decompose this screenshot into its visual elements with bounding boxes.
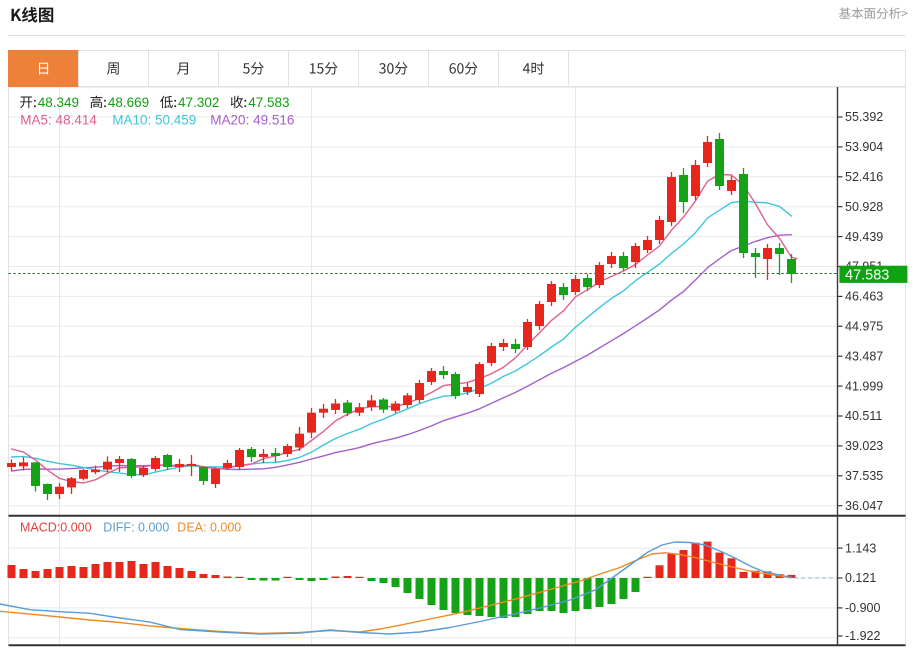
svg-text:44.975: 44.975 xyxy=(845,320,883,334)
svg-text:50.928: 50.928 xyxy=(845,200,883,214)
svg-text:48.669: 48.669 xyxy=(108,95,149,110)
svg-text:36.047: 36.047 xyxy=(845,499,883,513)
svg-text:41.999: 41.999 xyxy=(845,379,883,393)
svg-text:46.463: 46.463 xyxy=(845,290,883,304)
svg-text:1.143: 1.143 xyxy=(845,541,876,555)
svg-text:DIFF: 0.000: DIFF: 0.000 xyxy=(103,521,169,535)
svg-text:55.392: 55.392 xyxy=(845,110,883,124)
svg-text:MA5: 48.414: MA5: 48.414 xyxy=(20,113,97,128)
svg-text:43.487: 43.487 xyxy=(845,349,883,363)
svg-text:47.583: 47.583 xyxy=(845,268,889,284)
svg-text:DEA: 0.000: DEA: 0.000 xyxy=(177,521,241,535)
svg-text:MA20: 49.516: MA20: 49.516 xyxy=(210,113,294,128)
svg-text:MA10: 50.459: MA10: 50.459 xyxy=(112,113,196,128)
svg-text:52.416: 52.416 xyxy=(845,170,883,184)
svg-text:0.121: 0.121 xyxy=(845,571,876,585)
svg-text:MACD:0.000: MACD:0.000 xyxy=(20,521,92,535)
svg-text:53.904: 53.904 xyxy=(845,140,883,154)
svg-text:49.439: 49.439 xyxy=(845,230,883,244)
svg-text:37.535: 37.535 xyxy=(845,469,883,483)
svg-text:47.302: 47.302 xyxy=(178,95,219,110)
svg-text:39.023: 39.023 xyxy=(845,439,883,453)
svg-text:40.511: 40.511 xyxy=(845,409,882,423)
svg-text:47.583: 47.583 xyxy=(248,95,289,110)
svg-text:-0.900: -0.900 xyxy=(845,601,880,615)
svg-text:-1.922: -1.922 xyxy=(845,629,880,643)
svg-text:48.349: 48.349 xyxy=(38,95,79,110)
